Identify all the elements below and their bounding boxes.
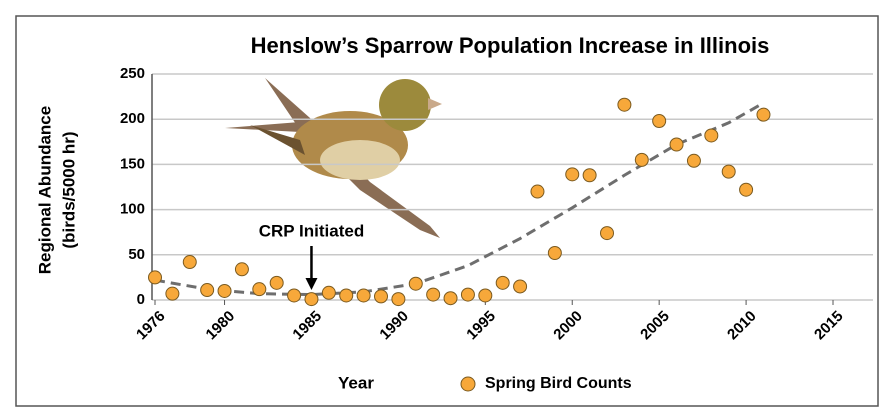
point	[582, 168, 597, 183]
point	[530, 184, 545, 199]
point	[478, 288, 493, 303]
point	[356, 288, 371, 303]
point	[513, 279, 528, 294]
point	[234, 262, 249, 277]
point	[391, 292, 406, 307]
annotation: CRP Initiated	[259, 221, 364, 240]
y-axis-label: Regional Abundance	[35, 106, 54, 274]
point	[617, 97, 632, 112]
y-tick-label: 100	[120, 201, 145, 218]
point	[182, 255, 197, 270]
point	[339, 288, 354, 303]
bird-illustration	[225, 78, 442, 238]
point	[269, 275, 284, 290]
point	[721, 164, 736, 179]
point	[739, 182, 754, 197]
point	[148, 270, 162, 285]
y-axis-label: (birds/5000 hr)	[59, 131, 78, 248]
point	[756, 107, 771, 122]
y-tick-label: 200	[120, 110, 145, 127]
point	[287, 288, 302, 303]
point	[426, 287, 441, 302]
point	[460, 287, 475, 302]
point	[252, 282, 267, 297]
point	[443, 291, 458, 306]
point	[652, 114, 667, 129]
legend-label: Spring Bird Counts	[485, 375, 632, 392]
point	[217, 283, 232, 298]
y-tick-label: 50	[128, 246, 145, 263]
point	[565, 167, 580, 182]
point	[408, 276, 423, 291]
point	[547, 245, 562, 260]
point	[495, 275, 510, 290]
legend-marker	[460, 376, 476, 392]
point	[669, 137, 684, 152]
frame	[15, 15, 879, 407]
chart-title: Henslow’s Sparrow Population Increase in…	[251, 33, 770, 58]
point	[686, 153, 701, 168]
point	[165, 286, 180, 301]
annotation-arrowhead	[305, 278, 318, 290]
y-tick-label: 250	[120, 65, 145, 82]
point	[704, 128, 719, 143]
y-tick-label: 150	[120, 155, 145, 172]
point	[600, 226, 615, 241]
point	[374, 289, 389, 304]
point	[200, 283, 215, 298]
x-axis-label: Year	[338, 373, 374, 392]
point	[304, 292, 319, 307]
point	[321, 285, 336, 300]
point	[634, 152, 649, 167]
y-tick-label: 0	[137, 291, 145, 308]
